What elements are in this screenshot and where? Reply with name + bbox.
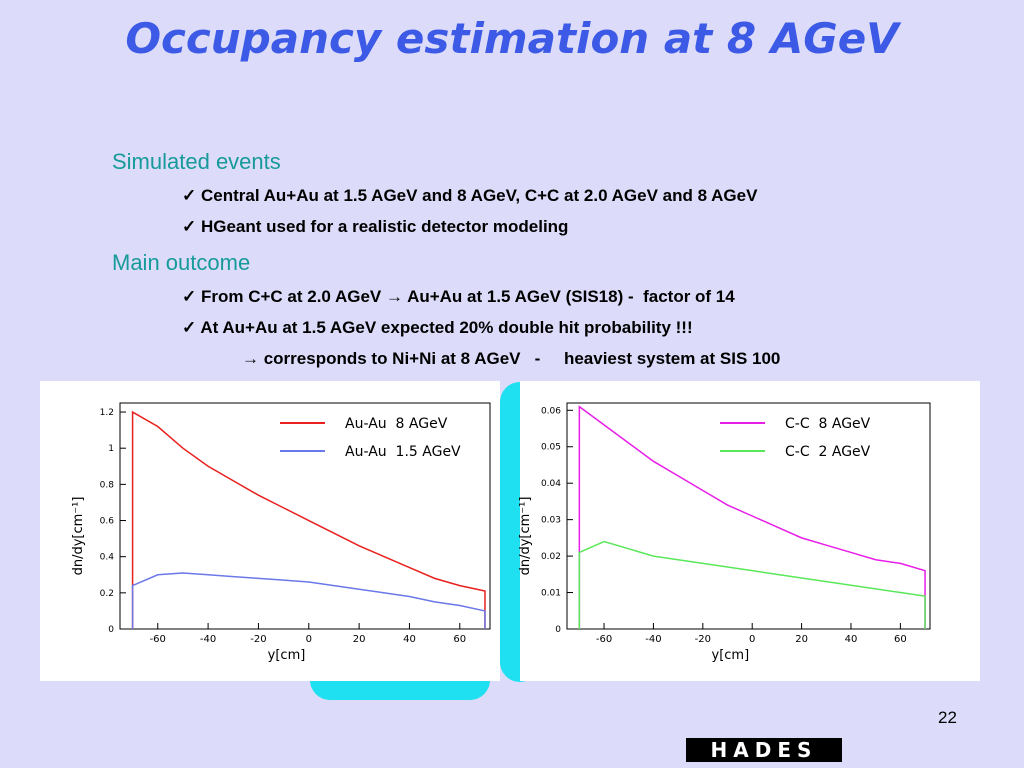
x-tick-label: 20 (353, 634, 366, 645)
legend-label: Au-Au 1.5 AGeV (345, 444, 461, 460)
x-tick-label: 0 (306, 634, 312, 645)
bullet: ✓ Central Au+Au at 1.5 AGeV and 8 AGeV, … (182, 186, 758, 205)
legend-label: C-C 8 AGeV (785, 416, 871, 432)
x-tick-label: -60 (150, 634, 166, 645)
logo: HADES (686, 738, 842, 762)
chart-background (520, 381, 980, 681)
y-tick-label: 1.2 (100, 408, 114, 418)
y-tick-label: 0.4 (100, 553, 115, 563)
y-tick-label: 0.2 (100, 589, 114, 599)
y-tick-label: 0.05 (541, 443, 561, 453)
y-tick-label: 1 (108, 444, 114, 454)
series-line (131, 572, 486, 629)
series-line (131, 410, 486, 629)
y-tick-label: 0.04 (541, 479, 561, 489)
section-heading: Main outcome (112, 250, 251, 275)
x-tick-label: -20 (250, 634, 266, 645)
x-tick-label: -60 (596, 634, 612, 645)
slide-title: Occupancy estimation at 8 AGeV (125, 14, 899, 63)
y-tick-label: 0.06 (541, 406, 561, 416)
x-tick-label: -40 (200, 634, 216, 645)
x-tick-label: 40 (403, 634, 416, 645)
charts-panel: 0 0.2 0.4 0.6 0.8 1 1.2 -60 -40 -20 0 20 40 60 y[cm] dn… (40, 381, 980, 681)
chart-background (40, 381, 500, 681)
x-axis-label: y[cm] (268, 648, 306, 663)
bullet: ✓ HGeant used for a realistic detector m… (182, 217, 569, 236)
y-axis-label: dn/dy[cm⁻¹] (71, 497, 86, 576)
y-tick-label: 0.6 (100, 517, 115, 527)
x-tick-label: -40 (645, 634, 661, 645)
plot-frame (566, 402, 931, 630)
x-tick-label: 20 (795, 634, 808, 645)
x-tick-label: -20 (695, 634, 711, 645)
series-line (578, 540, 926, 629)
x-axis-label: y[cm] (712, 648, 750, 663)
y-tick-label: 0.8 (100, 480, 115, 490)
y-tick-label: 0.03 (541, 516, 561, 526)
y-axis-label: dn/dy[cm⁻¹] (518, 497, 533, 576)
x-tick-label: 60 (453, 634, 466, 645)
bullet: ✓ From C+C at 2.0 AGeV → Au+Au at 1.5 AG… (182, 287, 735, 306)
bullet: ✓ At Au+Au at 1.5 AGeV expected 20% doub… (182, 318, 693, 337)
bullet: → corresponds to Ni+Ni at 8 AGeV - heavi… (242, 349, 781, 368)
y-tick-label: 0.02 (541, 552, 561, 562)
plot-frame (119, 402, 491, 630)
legend-label: Au-Au 8 AGeV (345, 416, 448, 432)
x-tick-label: 60 (894, 634, 907, 645)
section-heading: Simulated events (112, 149, 281, 174)
page-number: 22 (938, 708, 957, 727)
x-tick-label: 0 (749, 634, 755, 645)
x-tick-label: 40 (845, 634, 858, 645)
y-tick-label: 0.01 (541, 589, 561, 599)
legend-label: C-C 2 AGeV (785, 444, 871, 460)
series-line (578, 405, 926, 629)
y-tick-label: 0 (108, 625, 114, 635)
y-tick-label: 0 (555, 625, 561, 635)
